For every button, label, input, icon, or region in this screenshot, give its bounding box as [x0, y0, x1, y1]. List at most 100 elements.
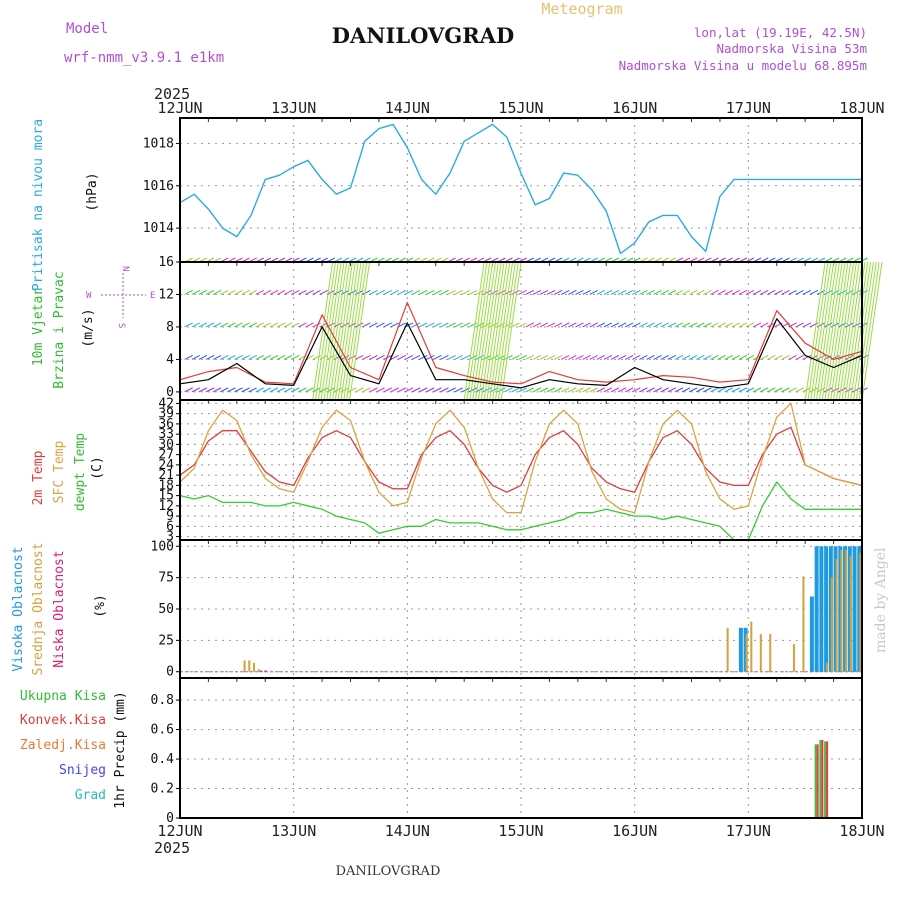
- wind-arrow: [347, 354, 357, 360]
- wind-arrow: [497, 290, 506, 295]
- wind-arrow: [489, 354, 499, 360]
- precip-bar: [821, 739, 824, 818]
- cloud-bar: [840, 550, 843, 672]
- wind-arrow: [426, 387, 435, 393]
- ytick-label: 12: [158, 499, 174, 514]
- wind-arrow: [248, 290, 257, 295]
- wind-gust-hatch: [833, 261, 855, 401]
- compass-s: S: [116, 323, 126, 328]
- wind-arrow: [781, 387, 790, 393]
- wind-arrow: [276, 387, 286, 393]
- wind-gust-hatch: [813, 261, 835, 401]
- precip-bar: [816, 744, 819, 818]
- wind-arrow: [809, 387, 819, 393]
- wind-arrow: [646, 387, 655, 393]
- wind-gust-hatch: [827, 261, 849, 401]
- wind-gust-hatch: [477, 261, 499, 401]
- wind-ylabel-2: Brzina i Pravac: [52, 271, 67, 388]
- ytick-label: 0.8: [151, 693, 174, 708]
- time-label-bottom: 12JUN: [157, 822, 202, 840]
- wind-gust-hatch: [486, 261, 508, 401]
- wind-arrow: [220, 290, 229, 295]
- wind-arrow: [447, 322, 456, 328]
- wind-arrow: [731, 290, 740, 295]
- wind-arrow: [362, 322, 371, 328]
- wind-gust-hatch: [852, 261, 874, 401]
- wind-arrow: [234, 322, 243, 328]
- temp-ylabel-2: SFC Temp: [52, 441, 67, 504]
- wind-arrow: [731, 387, 740, 393]
- wind-arrow: [845, 354, 854, 360]
- wind-arrow: [575, 290, 584, 295]
- wind-arrow: [205, 322, 215, 328]
- precip-bar: [824, 741, 827, 818]
- wind-arrow: [696, 322, 705, 328]
- wind-arrow: [795, 322, 804, 328]
- wind-arrow: [212, 387, 222, 393]
- wind-arrow: [212, 290, 222, 295]
- wind-arrow: [291, 387, 300, 393]
- time-axis-bottom: 12JUN 13JUN 14JUN 15JUN 16JUN 17JUN 18JUN: [157, 822, 884, 840]
- wind-speed-line: [179, 318, 863, 389]
- wind-gust-hatch: [343, 261, 365, 401]
- temp-line-1: [179, 402, 863, 514]
- wind-arrow: [653, 354, 662, 360]
- cloud-bar: [830, 577, 833, 672]
- wind-gust-hatch: [314, 261, 336, 401]
- wind-arrow: [589, 322, 598, 328]
- precip-legend-total: Ukupna Kisa: [20, 689, 106, 704]
- cloud-bar: [852, 546, 857, 672]
- wind-arrow: [617, 387, 627, 393]
- time-label-bottom: 18JUN: [839, 822, 884, 840]
- wind-arrow: [433, 354, 442, 360]
- wind-arrow: [298, 322, 307, 328]
- wind-arrow: [532, 322, 542, 328]
- wind-arrow: [539, 322, 549, 328]
- compass-e: E: [150, 291, 155, 301]
- model-name: wrf-nmm_v3.9.1 e1km: [64, 50, 224, 66]
- wind-arrow: [518, 322, 527, 328]
- wind-arrow: [440, 322, 449, 328]
- panel-frame: [179, 677, 863, 819]
- wind-arrow: [745, 322, 755, 328]
- wind-arrow: [276, 354, 286, 360]
- wind-arrow: [802, 322, 812, 328]
- wind-arrow: [596, 322, 606, 328]
- wind-arrow: [610, 290, 620, 295]
- wind-arrow: [383, 322, 392, 328]
- compass-rose: N W E S: [86, 266, 155, 328]
- wind-arrow: [482, 290, 492, 295]
- wind-arrow: [710, 387, 719, 393]
- ytick-label: 100: [151, 539, 174, 554]
- time-label-top: 13JUN: [271, 99, 316, 117]
- wind-arrow: [184, 387, 193, 393]
- wind-gust-hatch: [841, 261, 863, 401]
- grid-lines: 1014101610180481216369121518212427303336…: [143, 118, 862, 826]
- ytick-label: 8: [166, 320, 174, 335]
- compass-n: N: [120, 266, 130, 271]
- wind-arrow: [667, 322, 677, 328]
- wind-arrow: [269, 322, 279, 328]
- wind-arrow: [674, 290, 684, 295]
- wind-arrow: [511, 290, 520, 295]
- pressure-line: [179, 123, 862, 255]
- wind-arrow: [546, 354, 556, 360]
- wind-arrow: [795, 354, 804, 360]
- wind-arrow: [212, 354, 222, 360]
- wind-arrow: [852, 387, 861, 393]
- wind-arrow: [227, 387, 236, 393]
- wind-arrow: [745, 290, 755, 295]
- wind-arrow: [852, 290, 861, 295]
- cloud-bar: [257, 669, 260, 672]
- wind-arrow: [624, 322, 634, 328]
- wind-arrow: [397, 387, 407, 393]
- cloud-bar: [259, 670, 262, 672]
- wind-gust-hatch: [824, 261, 846, 401]
- wind-gust-hatch: [489, 261, 511, 401]
- wind-gust-hatch: [340, 261, 362, 401]
- ytick-label: 36: [158, 417, 174, 432]
- precip-legend-hail: Grad: [75, 788, 106, 803]
- wind-arrow: [397, 290, 407, 295]
- wind-arrow: [418, 387, 428, 393]
- wind-arrow: [319, 354, 328, 360]
